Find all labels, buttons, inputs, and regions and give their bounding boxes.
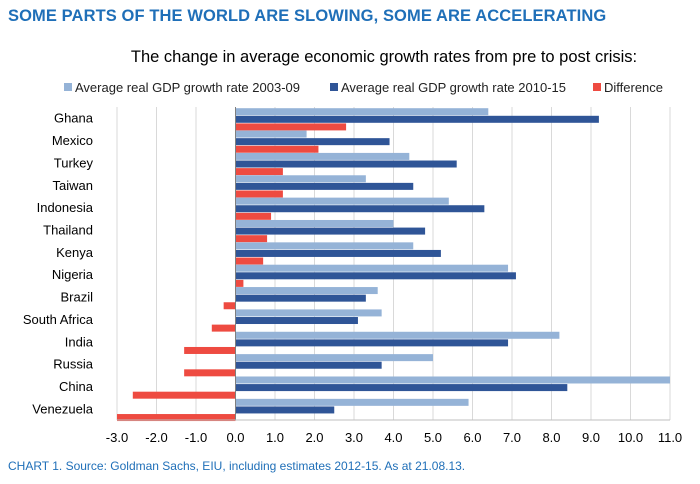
category-label-kenya: Kenya bbox=[56, 245, 94, 260]
x-tick-label: 9.0 bbox=[582, 430, 600, 445]
category-label-venezuela: Venezuela bbox=[32, 401, 93, 416]
bar-brazil-average-real-gdp-growth-rate-2003-09 bbox=[235, 287, 378, 295]
legend-label-difference: Difference bbox=[604, 80, 663, 95]
legend-swatch-difference bbox=[593, 83, 601, 91]
legend-swatch-2003-09 bbox=[64, 83, 72, 91]
bar-india-difference bbox=[184, 346, 236, 354]
category-label-thailand: Thailand bbox=[43, 222, 93, 237]
category-label-india: India bbox=[65, 334, 94, 349]
category-label-china: China bbox=[59, 379, 94, 394]
page-title: SOME PARTS OF THE WORLD ARE SLOWING, SOM… bbox=[8, 7, 607, 25]
bar-brazil-average-real-gdp-growth-rate-2010-15 bbox=[235, 294, 366, 302]
x-tick-label: 5.0 bbox=[424, 430, 442, 445]
bar-ghana-average-real-gdp-growth-rate-2003-09 bbox=[235, 108, 489, 116]
bar-thailand-difference bbox=[235, 235, 268, 243]
bar-taiwan-difference bbox=[235, 190, 283, 198]
x-tick-label: 4.0 bbox=[384, 430, 402, 445]
bar-mexico-average-real-gdp-growth-rate-2010-15 bbox=[235, 138, 390, 146]
category-label-taiwan: Taiwan bbox=[53, 178, 93, 193]
source-note: CHART 1. Source: Goldman Sachs, EIU, inc… bbox=[8, 459, 466, 473]
category-label-mexico: Mexico bbox=[52, 133, 93, 148]
bar-kenya-difference bbox=[235, 257, 264, 265]
axes bbox=[117, 107, 670, 421]
x-tick-label: 0.0 bbox=[226, 430, 244, 445]
bar-china-average-real-gdp-growth-rate-2003-09 bbox=[235, 376, 670, 384]
bar-ghana-average-real-gdp-growth-rate-2010-15 bbox=[235, 115, 599, 123]
bar-russia-average-real-gdp-growth-rate-2010-15 bbox=[235, 361, 382, 369]
category-label-nigeria: Nigeria bbox=[52, 267, 94, 282]
x-tick-label: 10.0 bbox=[618, 430, 643, 445]
legend-label-2010-15: Average real GDP growth rate 2010-15 bbox=[341, 80, 566, 95]
bar-china-average-real-gdp-growth-rate-2010-15 bbox=[235, 384, 568, 392]
bar-kenya-average-real-gdp-growth-rate-2003-09 bbox=[235, 242, 414, 250]
bar-russia-average-real-gdp-growth-rate-2003-09 bbox=[235, 354, 433, 362]
category-label-ghana: Ghana bbox=[54, 111, 94, 126]
x-tick-label: 6.0 bbox=[463, 430, 481, 445]
bar-south-africa-average-real-gdp-growth-rate-2003-09 bbox=[235, 309, 382, 317]
x-tick-label: -2.0 bbox=[145, 430, 167, 445]
bar-brazil-difference bbox=[223, 302, 236, 310]
category-labels: Ghana Mexico Turkey Taiwan Indonesia Thailand… bbox=[23, 111, 94, 417]
bar-ghana-difference bbox=[235, 123, 347, 131]
bar-taiwan-average-real-gdp-growth-rate-2003-09 bbox=[235, 175, 366, 183]
x-tick-label: 7.0 bbox=[503, 430, 521, 445]
category-label-russia: Russia bbox=[53, 357, 94, 372]
bar-turkey-average-real-gdp-growth-rate-2003-09 bbox=[235, 152, 410, 160]
bar-nigeria-difference bbox=[235, 279, 244, 287]
x-tick-label: -1.0 bbox=[185, 430, 207, 445]
bar-india-average-real-gdp-growth-rate-2003-09 bbox=[235, 331, 560, 339]
bar-kenya-average-real-gdp-growth-rate-2010-15 bbox=[235, 249, 441, 257]
bar-south-africa-average-real-gdp-growth-rate-2010-15 bbox=[235, 317, 358, 325]
chart-title: The change in average economic growth ra… bbox=[131, 48, 637, 66]
category-label-south-africa: South Africa bbox=[23, 312, 94, 327]
bar-indonesia-difference bbox=[235, 212, 272, 220]
category-label-turkey: Turkey bbox=[54, 155, 94, 170]
bar-venezuela-average-real-gdp-growth-rate-2010-15 bbox=[235, 406, 335, 414]
bars bbox=[117, 108, 670, 422]
x-tick-label: 11.0 bbox=[658, 430, 682, 445]
x-tick-label: 8.0 bbox=[542, 430, 560, 445]
legend-swatch-2010-15 bbox=[330, 83, 338, 91]
x-tick-label: -3.0 bbox=[106, 430, 128, 445]
bar-taiwan-average-real-gdp-growth-rate-2010-15 bbox=[235, 182, 414, 190]
bar-mexico-average-real-gdp-growth-rate-2003-09 bbox=[235, 130, 307, 138]
x-tick-label: 3.0 bbox=[345, 430, 363, 445]
category-label-indonesia: Indonesia bbox=[37, 200, 94, 215]
bar-russia-difference bbox=[184, 369, 236, 377]
bar-india-average-real-gdp-growth-rate-2010-15 bbox=[235, 339, 509, 347]
tick-labels: -3.0 -2.0 -1.0 0.0 1.0 2.0 3.0 4.0 5.0 6.0 7.0 8.0 9… bbox=[106, 430, 682, 445]
bar-thailand-average-real-gdp-growth-rate-2003-09 bbox=[235, 219, 394, 227]
bar-south-africa-difference bbox=[211, 324, 236, 332]
bar-china-difference bbox=[132, 391, 236, 399]
bar-nigeria-average-real-gdp-growth-rate-2010-15 bbox=[235, 272, 516, 280]
bar-turkey-average-real-gdp-growth-rate-2010-15 bbox=[235, 160, 457, 168]
legend-label-2003-09: Average real GDP growth rate 2003-09 bbox=[75, 80, 300, 95]
bar-turkey-difference bbox=[235, 168, 283, 176]
bar-venezuela-difference bbox=[117, 414, 236, 422]
category-label-brazil: Brazil bbox=[60, 290, 93, 305]
bar-indonesia-average-real-gdp-growth-rate-2010-15 bbox=[235, 205, 485, 213]
bar-indonesia-average-real-gdp-growth-rate-2003-09 bbox=[235, 197, 449, 205]
bar-venezuela-average-real-gdp-growth-rate-2003-09 bbox=[235, 398, 469, 406]
x-tick-label: 2.0 bbox=[305, 430, 323, 445]
bar-mexico-difference bbox=[235, 145, 319, 153]
chart-legend: Average real GDP growth rate 2003-09 Ave… bbox=[64, 80, 663, 95]
bar-thailand-average-real-gdp-growth-rate-2010-15 bbox=[235, 227, 426, 235]
x-tick-label: 1.0 bbox=[266, 430, 284, 445]
bar-nigeria-average-real-gdp-growth-rate-2003-09 bbox=[235, 264, 509, 272]
